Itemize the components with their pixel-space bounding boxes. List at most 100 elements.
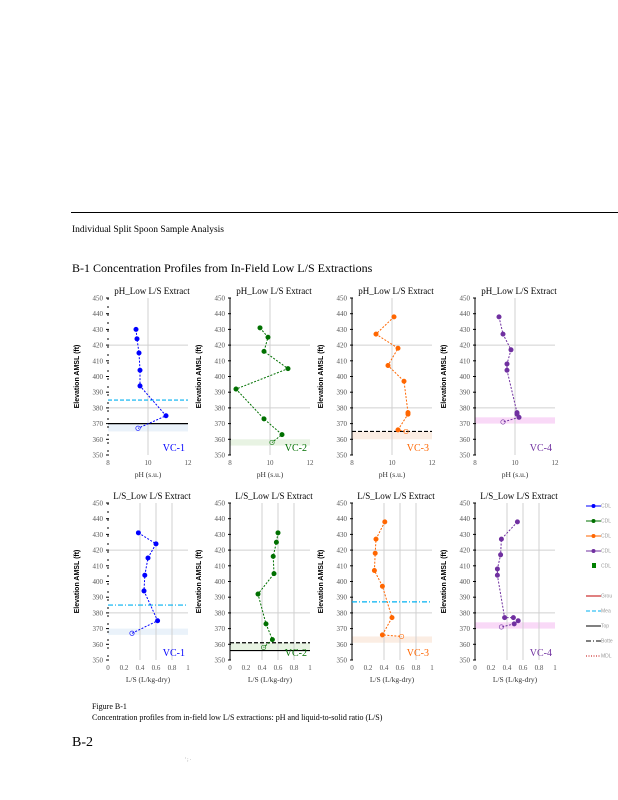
- data-point: [285, 366, 291, 372]
- y-tick-label: 420: [337, 342, 348, 350]
- y-tick-label: 370: [337, 420, 348, 428]
- legend-label: CDL: [601, 503, 612, 510]
- section-heading: Individual Split Spoon Sample Analysis: [72, 225, 225, 235]
- data-point: [395, 427, 401, 433]
- y-tick-label: 430: [337, 531, 348, 539]
- x-tick-label: 0.4: [380, 664, 389, 672]
- legend-item: CDL: [586, 563, 611, 569]
- x-tick-label: 10: [389, 459, 397, 467]
- x-tick-label: 1: [430, 664, 434, 672]
- aquifer-band: [108, 628, 188, 635]
- y-tick-label: 430: [215, 531, 226, 539]
- legend-item: CDL: [586, 503, 611, 509]
- y-tick-label: 410: [460, 357, 471, 365]
- data-point: [389, 615, 395, 621]
- y-tick-label: 390: [337, 594, 348, 602]
- legend-label: Grou: [601, 593, 613, 600]
- legend-swatch: [586, 655, 601, 657]
- y-tick-label: 430: [93, 326, 104, 334]
- data-point: [494, 572, 500, 578]
- y-tick-label: 380: [215, 609, 226, 617]
- x-tick-label: 8: [228, 459, 232, 467]
- y-tick-label: 360: [460, 641, 471, 649]
- x-tick-label: 0.6: [396, 664, 405, 672]
- series-line: [131, 532, 159, 634]
- chart-svg: 350 360 370 380 390 400 410 420 430 440 450 Elevati…: [74, 286, 193, 479]
- y-tick-label: 440: [460, 310, 471, 318]
- well-label: VC-4: [530, 443, 552, 454]
- x-tick-label: 12: [185, 459, 193, 467]
- x-tick-label: 0.2: [120, 664, 129, 672]
- y-tick-label: 370: [93, 625, 104, 633]
- chart-title: L/S_Low L/S Extract: [235, 491, 313, 501]
- legend-label: MDL: [601, 653, 612, 660]
- data-point: [502, 615, 508, 621]
- x-axis-label: pH (s.u.): [502, 470, 529, 479]
- x-tick-label: 8: [106, 459, 110, 467]
- y-tick-label: 390: [460, 594, 471, 602]
- well-label: VC-2: [285, 648, 307, 659]
- data-point: [498, 536, 504, 542]
- y-tick-label: 380: [460, 404, 471, 412]
- legend-label: CDL: [601, 533, 612, 540]
- y-tick-label: 450: [93, 500, 104, 508]
- x-tick-label: 0.8: [412, 664, 421, 672]
- y-tick-label: 360: [337, 436, 348, 444]
- y-tick-label: 370: [215, 625, 226, 633]
- legend-item: CDL: [586, 548, 611, 554]
- y-tick-label: 440: [215, 515, 226, 523]
- x-axis-label: L/S (L/kg-dry): [248, 675, 293, 684]
- data-point: [155, 618, 161, 624]
- legend-label: Botte: [601, 638, 613, 645]
- legend-swatch: [586, 504, 601, 508]
- legend-item: Grou: [586, 593, 612, 599]
- aquifer-band: [352, 636, 432, 643]
- legend-swatch: [586, 519, 601, 523]
- y-tick-label: 450: [93, 295, 104, 303]
- data-point: [498, 624, 504, 630]
- data-point: [142, 572, 148, 578]
- chart-ph-vc3: 350 360 370 380 390 400 410 420 430 440 450 Elevati…: [315, 285, 437, 485]
- data-point: [395, 345, 401, 351]
- page-number: B-2: [72, 735, 93, 750]
- x-axis-label: pH (s.u.): [379, 470, 406, 479]
- chart-title: pH_Low L/S Extract: [236, 286, 312, 296]
- data-point: [496, 314, 502, 320]
- header-rule: [71, 212, 618, 213]
- chart-title: pH_Low L/S Extract: [114, 286, 190, 296]
- data-point: [261, 416, 267, 422]
- chart-title: L/S_Low L/S Extract: [113, 491, 191, 501]
- data-point: [261, 348, 267, 354]
- y-axis-label: Elevation AMSL (ft): [74, 345, 81, 409]
- legend-label: Top: [601, 623, 610, 630]
- y-tick-label: 380: [215, 404, 226, 412]
- legend-swatch: [586, 549, 601, 553]
- data-point: [504, 361, 510, 367]
- y-tick-label: 410: [337, 357, 348, 365]
- y-tick-label: 440: [215, 310, 226, 318]
- data-point: [500, 419, 506, 425]
- well-label: VC-1: [163, 648, 185, 659]
- y-tick-label: 400: [460, 373, 471, 381]
- y-axis-label: Elevation AMSL (ft): [196, 345, 203, 409]
- chart-title: L/S_Low L/S Extract: [480, 491, 558, 501]
- well-label: VC-1: [163, 443, 185, 454]
- x-tick-label: 0.6: [152, 664, 161, 672]
- y-tick-label: 440: [337, 310, 348, 318]
- y-axis-label: Elevation AMSL (ft): [318, 345, 325, 409]
- x-tick-label: 1: [186, 664, 190, 672]
- chart-ph-vc2: 350 360 370 380 390 400 410 420 430 440 450 Elevati…: [193, 285, 315, 485]
- y-axis-label: Elevation AMSL (ft): [318, 550, 325, 614]
- well-label: VC-4: [530, 648, 552, 659]
- legend-label: CDL: [601, 548, 612, 555]
- y-tick-label: 430: [337, 326, 348, 334]
- y-tick-label: 350: [93, 657, 104, 665]
- y-tick-label: 350: [215, 657, 226, 665]
- data-point: [399, 633, 405, 639]
- data-point: [261, 644, 267, 650]
- x-tick-label: 12: [552, 459, 560, 467]
- data-point: [401, 378, 407, 384]
- data-point: [279, 432, 285, 438]
- y-tick-label: 450: [460, 295, 471, 303]
